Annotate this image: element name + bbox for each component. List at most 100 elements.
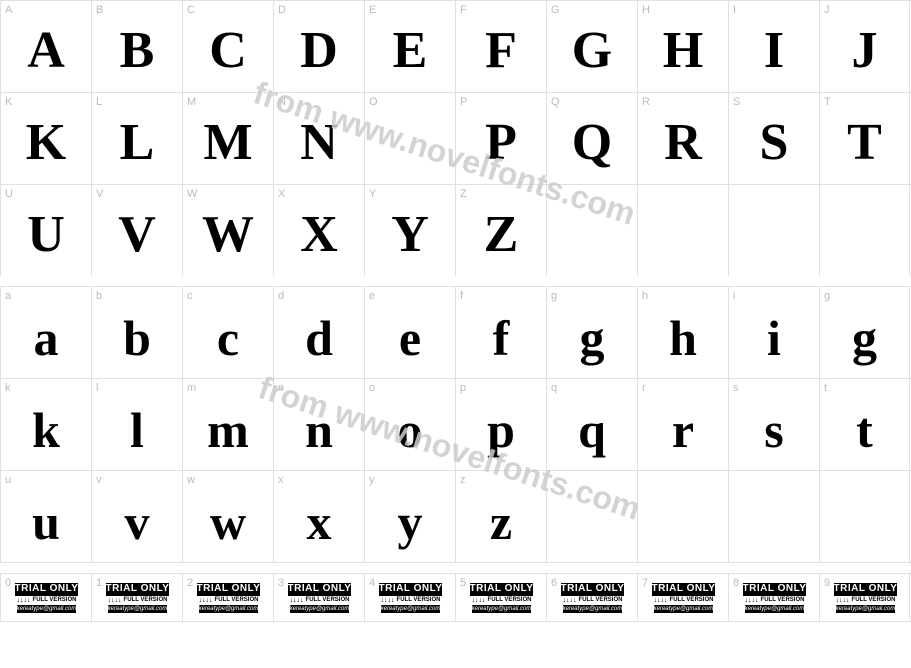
cell-label: l — [92, 379, 98, 395]
cell-glyph: C — [183, 1, 273, 92]
cell-label: o — [365, 379, 375, 395]
glyph-cell: mm — [182, 379, 273, 470]
glyph-cell: xx — [273, 471, 364, 562]
uppercase-section: AABBCCDDEEFFGGHHIIJJKKLLMMNNOPPQQRRSSTTU… — [0, 0, 911, 276]
cell-label — [729, 185, 733, 201]
cell-glyph: U — [1, 185, 91, 276]
glyph-cell: II — [728, 1, 819, 92]
cell-label: J — [820, 1, 830, 17]
trial-mid: ↓↓↓↓FULL VERSION — [563, 596, 623, 605]
cell-label: r — [638, 379, 646, 395]
cell-glyph: Y — [365, 185, 455, 276]
number-cell: 4TRIAL ONLY↓↓↓↓FULL VERSIONkereatype@gma… — [364, 574, 455, 621]
cell-glyph: l — [92, 379, 182, 470]
trial-mid: ↓↓↓↓FULL VERSION — [381, 596, 441, 605]
cell-glyph — [820, 185, 909, 276]
grid-row: kkllmmnnooppqqrrsstt — [0, 378, 911, 470]
cell-label: u — [1, 471, 11, 487]
cell-label: C — [183, 1, 195, 17]
cell-glyph: p — [456, 379, 546, 470]
cell-glyph: r — [638, 379, 728, 470]
glyph-cell: GG — [546, 1, 637, 92]
cell-label: d — [274, 287, 284, 303]
cell-glyph: q — [547, 379, 637, 470]
glyph-cell: hh — [637, 287, 728, 378]
cell-label: n — [274, 379, 284, 395]
cell-glyph: R — [638, 93, 728, 184]
glyph-cell: LL — [91, 93, 182, 184]
cell-label: S — [729, 93, 740, 109]
trial-bottom: kereatype@gmail.com — [836, 605, 896, 613]
trial-band: TRIAL ONLY↓↓↓↓FULL VERSIONkereatype@gmai… — [547, 574, 638, 621]
trial-top: TRIAL ONLY — [561, 583, 625, 596]
cell-glyph — [638, 471, 728, 562]
grid-row: KKLLMMNNOPPQQRRSSTT — [0, 92, 911, 184]
cell-label: 7 — [638, 574, 648, 590]
cell-label: h — [638, 287, 648, 303]
glyph-cell: gg — [546, 287, 637, 378]
cell-glyph: A — [1, 1, 91, 92]
number-cell: 2TRIAL ONLY↓↓↓↓FULL VERSIONkereatype@gma… — [182, 574, 273, 621]
cell-label: P — [456, 93, 467, 109]
cell-label: Y — [365, 185, 376, 201]
cell-label: N — [274, 93, 286, 109]
glyph-cell — [546, 471, 637, 562]
cell-label: 8 — [729, 574, 739, 590]
cell-label: M — [183, 93, 196, 109]
trial-band: TRIAL ONLY↓↓↓↓FULL VERSIONkereatype@gmai… — [1, 574, 92, 621]
cell-glyph: x — [274, 471, 364, 562]
glyph-cell: tt — [819, 379, 910, 470]
cell-glyph: V — [92, 185, 182, 276]
cell-label — [638, 471, 642, 487]
cell-label: g — [820, 287, 830, 303]
cell-label: 6 — [547, 574, 557, 590]
cell-label: V — [92, 185, 103, 201]
cell-glyph: h — [638, 287, 728, 378]
cell-label: 0 — [1, 574, 11, 590]
cell-glyph: I — [729, 1, 819, 92]
cell-glyph: g — [820, 287, 909, 378]
cell-label: 2 — [183, 574, 193, 590]
cell-label: Q — [547, 93, 560, 109]
glyph-cell — [637, 471, 728, 562]
cell-glyph: J — [820, 1, 909, 92]
trial-mid: ↓↓↓↓FULL VERSION — [836, 596, 896, 605]
glyph-cell: EE — [364, 1, 455, 92]
glyph-cell: ss — [728, 379, 819, 470]
cell-label: y — [365, 471, 375, 487]
cell-label: U — [1, 185, 13, 201]
cell-glyph: T — [820, 93, 909, 184]
glyph-cell: UU — [0, 185, 91, 276]
cell-label: c — [183, 287, 193, 303]
cell-glyph — [729, 471, 819, 562]
cell-glyph — [365, 93, 455, 184]
cell-glyph: y — [365, 471, 455, 562]
cell-label: O — [365, 93, 378, 109]
cell-label: X — [274, 185, 285, 201]
glyph-cell: ee — [364, 287, 455, 378]
cell-label: Z — [456, 185, 467, 201]
cell-glyph: b — [92, 287, 182, 378]
cell-label — [820, 185, 824, 201]
cell-glyph: z — [456, 471, 546, 562]
grid-row: UUVVWWXXYYZZ — [0, 184, 911, 276]
glyph-cell: TT — [819, 93, 910, 184]
cell-glyph: t — [820, 379, 909, 470]
cell-glyph: X — [274, 185, 364, 276]
cell-glyph: P — [456, 93, 546, 184]
glyph-cell: pp — [455, 379, 546, 470]
number-row: 0TRIAL ONLY↓↓↓↓FULL VERSIONkereatype@gma… — [0, 573, 911, 622]
glyph-cell: cc — [182, 287, 273, 378]
cell-glyph — [547, 185, 637, 276]
glyph-cell — [819, 471, 910, 562]
cell-label: e — [365, 287, 375, 303]
glyph-cell — [728, 185, 819, 276]
cell-glyph: a — [1, 287, 91, 378]
trial-band: TRIAL ONLY↓↓↓↓FULL VERSIONkereatype@gmai… — [92, 574, 183, 621]
cell-glyph: i — [729, 287, 819, 378]
cell-label: m — [183, 379, 196, 395]
cell-label: A — [1, 1, 12, 17]
glyph-cell — [728, 471, 819, 562]
trial-mid: ↓↓↓↓FULL VERSION — [290, 596, 350, 605]
cell-glyph: f — [456, 287, 546, 378]
